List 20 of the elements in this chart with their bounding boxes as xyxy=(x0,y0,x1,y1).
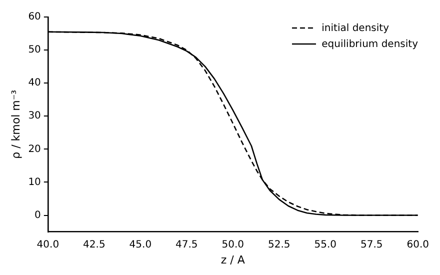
y-tick-label: 0 xyxy=(34,210,41,221)
y-tick-label: 10 xyxy=(28,176,41,188)
x-axis-title: z / A xyxy=(220,253,246,266)
x-tick-label: 60.0 xyxy=(406,239,429,250)
x-tick-label: 47.5 xyxy=(176,239,198,250)
x-tick-label: 40.0 xyxy=(36,239,60,250)
x-tick-label: 42.5 xyxy=(83,239,106,250)
x-tick-label: 52.5 xyxy=(268,239,290,250)
x-tick-label: 45.0 xyxy=(129,239,152,250)
y-axis-title: ρ / kmol m⁻³ xyxy=(9,90,22,159)
x-tick-label: 55.0 xyxy=(314,239,337,250)
x-tick-label: 57.5 xyxy=(360,239,383,250)
y-tick-label: 20 xyxy=(28,144,41,155)
legend-label: equilibrium density xyxy=(322,38,418,50)
y-tick-label: 60 xyxy=(28,12,41,23)
x-tick-label: 50.0 xyxy=(222,239,244,250)
legend-label: initial density xyxy=(322,22,389,34)
y-tick-label: 50 xyxy=(28,44,41,56)
y-tick-label: 30 xyxy=(28,110,41,122)
y-tick-label: 40 xyxy=(28,78,41,89)
